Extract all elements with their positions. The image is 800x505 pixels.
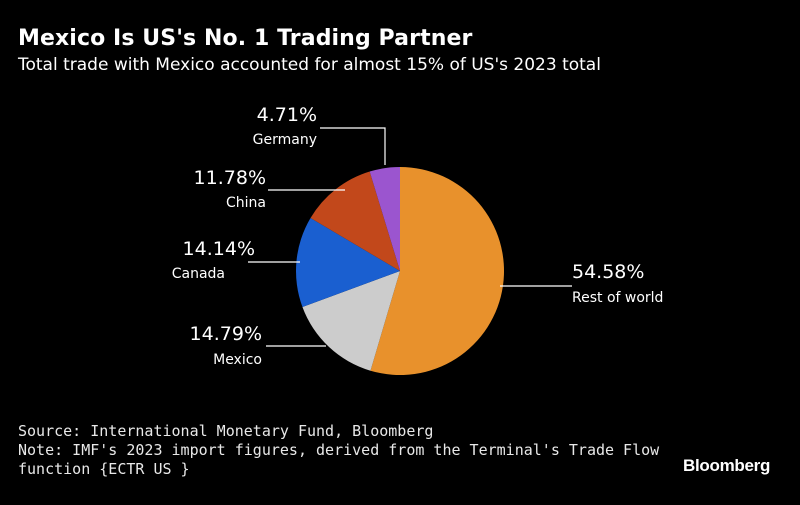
pie-slice-china [310,171,400,271]
pie-slice-germany [369,167,400,271]
bloomberg-logo: Bloomberg [683,456,771,475]
pie-slices [296,167,505,375]
category-label-mexico: Mexico [213,352,262,368]
pie-callouts: 54.58% Rest of world 14.79% Mexico 14.14% Can… [172,104,664,368]
pie-slice-rest-of-world [370,167,505,375]
category-label-germany: Germany [253,132,317,148]
note-line-1: Note: IMF's 2023 import figures, derived… [18,441,660,459]
category-label-rest-of-world: Rest of world [572,290,663,306]
note-line-2: function {ECTR US } [18,460,190,478]
pie-slice-canada [296,218,400,308]
chart-footer: Source: International Monetary Fund, Blo… [18,422,659,479]
source-note: Source: International Monetary Fund, Blo… [18,422,434,440]
category-label-china: China [226,195,266,211]
chart-title: Mexico Is US's No. 1 Trading Partner [18,26,473,51]
chart-subtitle: Total trade with Mexico accounted for al… [18,55,601,75]
value-label-canada: 14.14% [183,238,255,260]
category-label-canada: Canada [172,266,225,282]
value-label-germany: 4.71% [257,104,317,126]
pie-slice-mexico [302,271,400,371]
value-label-china: 11.78% [194,167,266,189]
callout-line-germany [320,127,386,165]
value-label-mexico: 14.79% [190,323,262,345]
value-label-rest-of-world: 54.58% [572,261,644,283]
